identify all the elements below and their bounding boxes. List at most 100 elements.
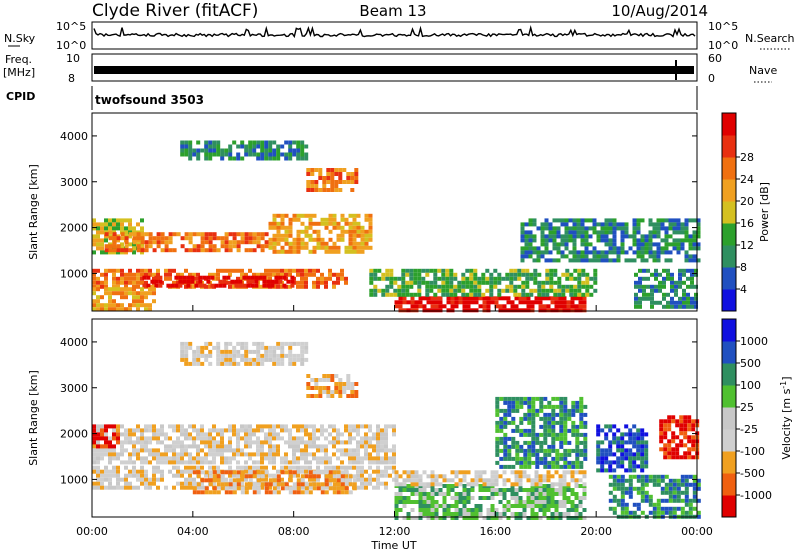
heatmap-cell <box>524 234 529 239</box>
heatmap-cell <box>499 456 504 461</box>
heatmap-cell <box>565 276 570 281</box>
heatmap-cell <box>280 456 284 461</box>
heatmap-cell <box>228 485 232 490</box>
heatmap-cell <box>208 341 213 346</box>
heatmap-cell <box>644 460 649 465</box>
heatmap-cell <box>208 482 213 487</box>
heatmap-cell <box>124 287 128 292</box>
colorbar-swatch <box>722 341 736 364</box>
heatmap-cell <box>354 168 359 172</box>
heatmap-cell <box>360 225 365 230</box>
heatmap-cell <box>620 440 625 445</box>
heatmap-cell <box>640 238 645 243</box>
heatmap-cell <box>632 234 637 239</box>
heatmap-cell <box>392 452 396 457</box>
heatmap-cell <box>320 482 325 487</box>
heatmap-cell <box>248 248 253 253</box>
heatmap-cell <box>514 304 519 309</box>
heatmap-cell <box>176 272 180 277</box>
heatmap-cell <box>666 276 670 281</box>
heatmap-cell <box>300 474 305 479</box>
heatmap-cell <box>304 460 308 465</box>
heatmap-cell <box>574 496 579 500</box>
heatmap-cell <box>530 482 535 487</box>
heatmap-cell <box>288 148 293 153</box>
heatmap-cell <box>236 152 241 157</box>
heatmap-cell <box>650 300 654 305</box>
heatmap-cell <box>425 268 430 273</box>
heatmap-cell <box>414 304 419 309</box>
heatmap-cell <box>667 447 672 452</box>
heatmap-cell <box>515 456 520 461</box>
heatmap-cell <box>441 276 446 281</box>
heatmap-cell <box>268 156 273 161</box>
heatmap-cell <box>429 288 434 293</box>
heatmap-cell <box>92 303 96 308</box>
heatmap-cell <box>184 436 188 441</box>
heatmap-cell <box>352 474 357 479</box>
heatmap-cell <box>136 248 141 253</box>
colorbar-tick-label: 8 <box>740 261 747 274</box>
heatmap-cell <box>566 512 571 516</box>
heatmap-cell <box>608 498 613 503</box>
heatmap-cell <box>350 386 355 390</box>
nave-tick-bottom: 0 <box>708 72 715 85</box>
heatmap-cell <box>660 506 665 511</box>
heatmap-cell <box>550 500 555 504</box>
heatmap-cell <box>474 478 479 483</box>
heatmap-cell <box>188 477 192 482</box>
heatmap-cell <box>364 229 369 234</box>
heatmap-cell <box>352 237 357 242</box>
heatmap-cell <box>220 448 224 453</box>
heatmap-cell <box>429 280 434 285</box>
heatmap-cell <box>507 420 512 425</box>
heatmap-cell <box>288 341 293 346</box>
heatmap-cell <box>640 444 645 449</box>
heatmap-cell <box>350 382 355 386</box>
heatmap-cell <box>368 229 373 234</box>
heatmap-cell <box>300 357 305 362</box>
heatmap-cell <box>413 268 418 273</box>
heatmap-cell <box>260 465 264 470</box>
heatmap-cell <box>462 296 467 301</box>
heatmap-cell <box>124 230 128 235</box>
heatmap-cell <box>449 272 454 277</box>
heatmap-cell <box>172 232 177 237</box>
heatmap-cell <box>152 287 156 292</box>
heatmap-cell <box>550 504 555 508</box>
heatmap-cell <box>537 284 542 289</box>
heatmap-cell <box>100 272 104 277</box>
heatmap-cell <box>559 444 564 449</box>
heatmap-cell <box>544 258 549 263</box>
heatmap-cell <box>558 500 563 504</box>
heatmap-cell <box>372 460 376 465</box>
heatmap-cell <box>124 244 129 249</box>
heatmap-cell <box>445 272 450 277</box>
heatmap-cell <box>656 230 661 235</box>
heatmap-cell <box>346 176 351 180</box>
heatmap-cell <box>572 226 577 231</box>
heatmap-cell <box>612 230 617 235</box>
heatmap-cell <box>156 244 161 249</box>
heatmap-cell <box>696 230 701 235</box>
heatmap-cell <box>570 474 575 479</box>
heatmap-cell <box>216 268 220 273</box>
heatmap-cell <box>636 502 641 507</box>
heatmap-cell <box>398 482 403 487</box>
heatmap-cell <box>200 236 205 241</box>
heatmap-cell <box>550 488 555 492</box>
heatmap-cell <box>406 488 411 492</box>
heatmap-cell <box>292 456 296 461</box>
heatmap-cell <box>356 229 361 234</box>
heatmap-cell <box>422 496 427 500</box>
heatmap-cell <box>554 508 559 512</box>
heatmap-cell <box>144 481 148 486</box>
heatmap-cell <box>494 300 499 305</box>
heatmap-cell <box>108 485 112 490</box>
heatmap-cell <box>430 492 435 496</box>
heatmap-cell <box>248 482 253 487</box>
heatmap-cell <box>300 276 304 281</box>
heatmap-cell <box>664 226 669 231</box>
heatmap-cell <box>495 400 500 405</box>
heatmap-cell <box>656 226 661 231</box>
